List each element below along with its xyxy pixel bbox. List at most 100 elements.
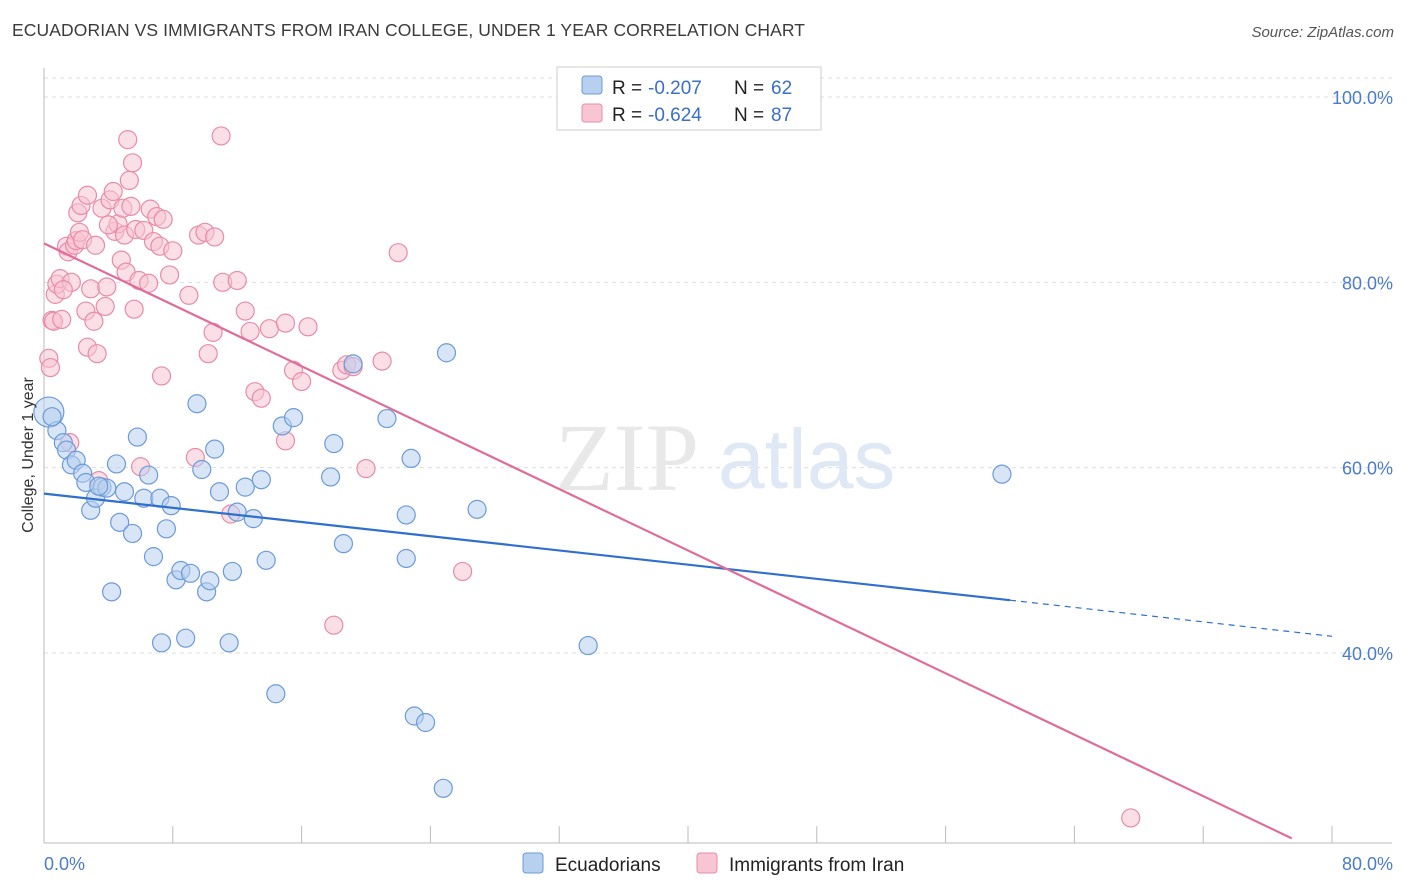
point-pink-66 — [240, 321, 260, 342]
point-pink-80 — [388, 243, 408, 263]
point-pink-85 — [98, 215, 119, 235]
point-pink-84 — [179, 285, 199, 305]
point-pink-51 — [151, 366, 172, 386]
point-pink-79 — [372, 351, 392, 371]
y-tick-label-80: 80.0% — [1342, 273, 1393, 293]
point-blue-20 — [143, 547, 164, 567]
point-pink-39 — [121, 196, 141, 216]
point-blue-55 — [433, 778, 453, 798]
point-pink-69 — [259, 319, 279, 339]
point-pink-22 — [84, 311, 104, 331]
point-blue-57 — [467, 499, 487, 519]
point-pink-58 — [198, 344, 218, 364]
grid-lines — [44, 77, 1392, 654]
point-pink-65 — [235, 301, 255, 321]
legend-n-value-1: 62 — [771, 78, 792, 99]
legend-swatch-blue — [581, 75, 603, 95]
chart-title: ECUADORIAN VS IMMIGRANTS FROM IRAN COLLE… — [12, 20, 806, 40]
point-pink-27 — [95, 296, 115, 317]
point-blue-36 — [222, 561, 242, 582]
point-blue-43 — [266, 684, 286, 704]
legend-n-label-1: N = — [734, 78, 769, 99]
legend-n-value-2: 87 — [771, 105, 792, 126]
y-tick-label-60: 60.0% — [1342, 459, 1393, 479]
point-blue-22 — [151, 633, 172, 653]
point-pink-41 — [124, 299, 144, 319]
watermark: ZIP atlas — [555, 404, 895, 511]
point-pink-28 — [97, 277, 117, 297]
trend-lines — [43, 242, 1333, 840]
point-blue-29 — [187, 394, 207, 414]
axes — [43, 68, 1392, 844]
point-pink-74 — [324, 615, 344, 635]
point-blue-61 — [89, 476, 109, 496]
y-tick-label-100: 100.0% — [1332, 88, 1393, 108]
point-pink-30 — [103, 181, 123, 202]
point-pink-64 — [227, 270, 247, 291]
point-blue-17 — [127, 427, 147, 447]
point-blue-37 — [227, 502, 247, 522]
watermark-atlas: atlas — [718, 412, 895, 506]
point-pink-20 — [77, 185, 98, 205]
point-blue-28 — [180, 563, 201, 583]
point-pink-40 — [122, 153, 143, 173]
point-blue-54 — [415, 712, 436, 733]
point-pink-82 — [1121, 808, 1141, 828]
point-blue-40 — [251, 470, 271, 490]
point-pink-72 — [292, 371, 312, 392]
point-blue-41 — [256, 550, 276, 570]
series-legend-swatch-ecuadorians — [522, 852, 544, 874]
point-blue-14 — [110, 512, 130, 532]
trend-line-blue — [43, 492, 1011, 602]
point-pink-86 — [53, 280, 73, 300]
point-blue-13 — [106, 454, 127, 474]
legend-swatch-pink — [581, 103, 603, 123]
point-blue-35 — [219, 633, 239, 653]
point-pink-81 — [453, 561, 473, 582]
point-blue-45 — [320, 467, 341, 487]
y-tick-label-40: 40.0% — [1342, 644, 1393, 664]
point-blue-33 — [205, 439, 225, 459]
point-blue-39 — [243, 509, 263, 529]
point-pink-68 — [251, 388, 271, 408]
x-tick-label-max: 80.0% — [1342, 854, 1393, 874]
point-pink-38 — [119, 170, 139, 190]
legend-r-label-2: R = — [612, 105, 647, 126]
point-pink-21 — [81, 279, 101, 299]
series-legend: Ecuadorians Immigrants from Iran — [522, 852, 904, 876]
point-pink-61 — [211, 126, 231, 146]
data-points — [33, 126, 1141, 828]
legend-r-value-2: -0.624 — [648, 105, 702, 126]
point-pink-24 — [87, 344, 107, 364]
series-legend-swatch-iran — [696, 852, 718, 874]
x-tick-label-min: 0.0% — [44, 854, 85, 874]
point-pink-70 — [275, 313, 296, 333]
point-pink-73 — [298, 317, 318, 337]
point-blue-12 — [102, 582, 122, 602]
legend-r-value-1: -0.207 — [648, 78, 702, 99]
point-blue-19 — [139, 465, 159, 485]
point-blue-27 — [176, 628, 196, 648]
tick-labels: 40.0% 60.0% 80.0% 100.0% 0.0% 80.0% — [44, 88, 1393, 874]
stats-legend: R = -0.207 N = 62 R = -0.624 N = 87 — [556, 66, 822, 131]
point-blue-46 — [324, 433, 344, 454]
point-pink-7 — [52, 309, 72, 329]
point-blue-47 — [333, 534, 354, 554]
point-pink-53 — [159, 265, 180, 285]
point-blue-44 — [283, 408, 304, 428]
legend-n-label-2: N = — [734, 105, 769, 126]
point-pink-1 — [40, 357, 61, 378]
point-blue-51 — [396, 505, 416, 525]
trend-line-pink — [43, 242, 1293, 840]
point-blue-15 — [114, 482, 135, 502]
trend-line-blue-extension — [1009, 599, 1333, 637]
point-blue-48 — [343, 354, 363, 374]
legend-r-label-1: R = — [612, 78, 647, 99]
series-legend-label-iran: Immigrants from Iran — [729, 855, 904, 876]
y-axis-label: College, Under 1 year — [20, 377, 37, 533]
point-blue-38 — [235, 477, 255, 497]
point-blue-59 — [992, 464, 1012, 484]
point-pink-54 — [163, 241, 183, 261]
point-blue-56 — [436, 343, 457, 363]
point-blue-50 — [396, 548, 416, 569]
